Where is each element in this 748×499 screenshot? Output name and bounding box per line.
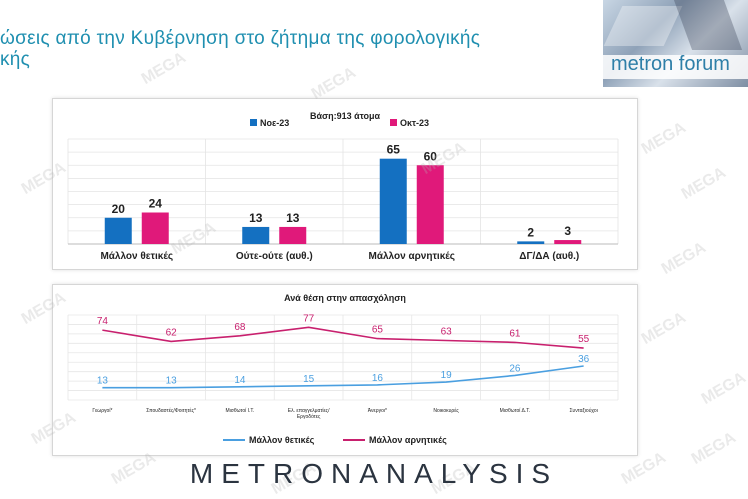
- line-category-label: Νοικοκυρές: [433, 407, 459, 414]
- line-value-label: 19: [441, 370, 453, 381]
- metron-analysis-brand: METRONANALYSIS: [189, 458, 559, 489]
- bar-category-label: ΔΓ/ΔΑ (αυθ.): [519, 251, 579, 262]
- line-value-label: 55: [578, 334, 590, 345]
- line-category-label: Άνεργοι*: [368, 408, 387, 414]
- page-title-line1: ώσεις από την Κυβέρνηση στο ζήτημα της φ…: [0, 28, 481, 49]
- bar-1-2: [242, 226, 270, 244]
- line-category-label: Συνταξιούχοι: [569, 407, 597, 414]
- line-chart-title: Ανά θέση στην απασχόληση: [284, 293, 406, 303]
- line-value-label: 74: [97, 316, 109, 327]
- bar-value-label: 24: [149, 197, 163, 211]
- line-value-label: 77: [303, 313, 315, 324]
- bar-chart-panel: Βάση:913 άτομα Νοε-23 Οκτ-23 20 24 Μάλλον θετ…: [52, 98, 638, 270]
- bar-chart-title: Βάση:913 άτομα: [310, 111, 381, 121]
- bar-value-label: 13: [286, 211, 300, 225]
- bar-value-label: 2: [527, 225, 534, 239]
- bar-value-label: 20: [112, 202, 126, 216]
- line-value-label: 61: [509, 328, 521, 339]
- line-chart-panel: Ανά θέση στην απασχόληση 13 13 14 15 16 19 26 36…: [52, 284, 638, 456]
- line-value-label: 13: [166, 376, 178, 387]
- line-category-label: Σπουδαστές/Φοιτητές*: [146, 407, 196, 414]
- line-category-label-line2: Εργοδότες: [297, 413, 321, 420]
- logo-shard-decoration: [673, 0, 743, 50]
- line-legend-label-1: Μάλλον θετικές: [249, 435, 315, 445]
- line-category-label: Ελ. επαγγελματίες/: [288, 408, 330, 414]
- line-series-1: [102, 365, 584, 389]
- bar-1-1: [104, 217, 132, 244]
- line-value-label: 62: [166, 327, 178, 338]
- logo-text: metron forum: [611, 53, 730, 75]
- line-category-label: Γεωργοί*: [92, 408, 112, 414]
- mega-watermark: MEGA: [658, 239, 709, 278]
- line-value-label: 65: [372, 325, 384, 336]
- bar-value-label: 3: [564, 224, 571, 238]
- bar-value-label: 60: [424, 149, 438, 163]
- line-value-label: 26: [509, 363, 521, 374]
- line-value-label: 13: [97, 376, 109, 387]
- page-title-line2: κής: [0, 49, 31, 70]
- line-value-label: 68: [234, 322, 246, 333]
- bar-chart: Βάση:913 άτομα Νοε-23 Οκτ-23 20 24 Μάλλον θετ…: [67, 111, 619, 262]
- bar-category-label: Μάλλον αρνητικές: [369, 251, 455, 262]
- line-category-label: Μισθωτοί Δ.Τ.: [500, 408, 531, 414]
- bar-1-4: [517, 241, 545, 244]
- logo-band: [603, 55, 748, 79]
- line-value-label: 36: [578, 354, 590, 365]
- bar-category-label: Ούτε-ούτε (αυθ.): [236, 251, 313, 262]
- line-category-label: Μισθωτοί Ι.Τ.: [225, 408, 254, 414]
- mega-watermark: MEGA: [678, 164, 729, 203]
- line-value-label: 15: [303, 374, 315, 385]
- bar-category-label: Μάλλον θετικές: [100, 251, 173, 262]
- bar-value-label: 13: [249, 211, 263, 225]
- line-value-label: 14: [234, 375, 246, 386]
- metron-forum-logo: metron forum: [603, 0, 748, 87]
- line-chart: Ανά θέση στην απασχόληση 13 13 14 15 16 19 26 36…: [67, 293, 619, 445]
- bar-2-3: [416, 165, 444, 244]
- bar-legend-swatch-2: [390, 119, 397, 126]
- line-legend-label-2: Μάλλον αρνητικές: [369, 435, 447, 445]
- bar-legend-label-1: Νοε-23: [260, 118, 289, 128]
- bar-legend-label-2: Οκτ-23: [400, 118, 429, 128]
- mega-watermark: MEGA: [698, 369, 748, 408]
- bar-value-label: 65: [387, 143, 401, 157]
- bar-1-3: [379, 158, 407, 244]
- mega-watermark: MEGA: [638, 119, 689, 158]
- bar-2-4: [554, 240, 582, 244]
- line-series-2: [102, 326, 584, 349]
- page-title: ώσεις από την Κυβέρνηση στο ζήτημα της φ…: [0, 28, 560, 70]
- bar-legend-swatch-1: [250, 119, 257, 126]
- bar-2-1: [141, 212, 169, 244]
- logo-shard-decoration: [603, 6, 683, 46]
- mega-watermark: MEGA: [638, 309, 689, 348]
- bar-2-2: [279, 226, 307, 244]
- line-value-label: 63: [441, 327, 453, 338]
- line-value-label: 16: [372, 373, 384, 384]
